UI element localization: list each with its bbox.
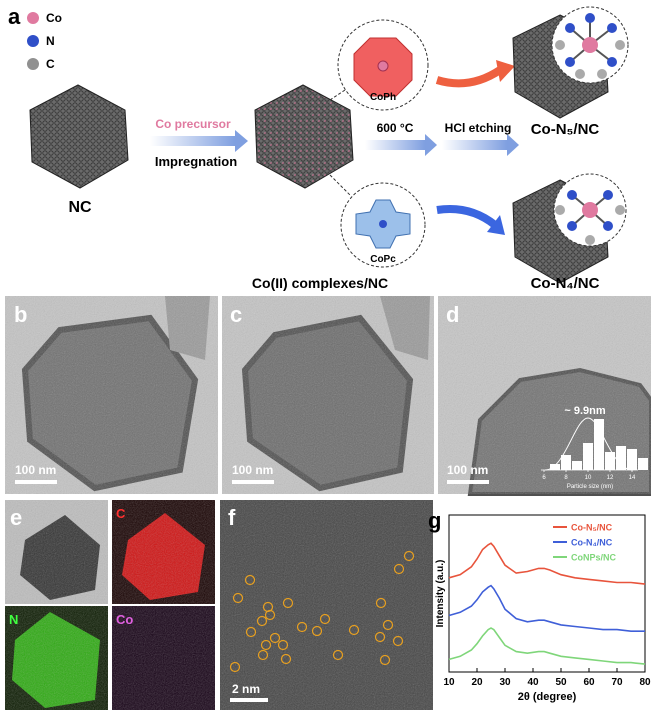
x-tick-label: 10 bbox=[443, 677, 455, 688]
x-tick-label: 50 bbox=[555, 677, 567, 688]
scale-bar bbox=[232, 480, 274, 484]
nc-particle bbox=[29, 84, 129, 189]
scale-bar-label: 2 nm bbox=[232, 682, 260, 696]
plot-frame bbox=[448, 514, 646, 673]
x-tick-label: 30 bbox=[499, 677, 511, 688]
panel-b: b 100 nm bbox=[5, 296, 218, 494]
histogram-bar bbox=[583, 443, 593, 470]
x-tick-label: 70 bbox=[611, 677, 623, 688]
panel-label: f bbox=[228, 505, 236, 530]
legend-dot bbox=[27, 12, 39, 24]
x-tick-label: 60 bbox=[583, 677, 595, 688]
legend-dot bbox=[27, 58, 39, 70]
scale-bar bbox=[15, 480, 57, 484]
scale-bar-label: 100 nm bbox=[447, 463, 488, 477]
x-tick-label: 12 bbox=[607, 475, 614, 481]
arrow bbox=[365, 140, 425, 150]
caption: Co-N₅/NC bbox=[531, 121, 600, 138]
step-label: Impregnation bbox=[155, 154, 237, 169]
panel-a: a Co N C NC Co precursor Impregnation Co… bbox=[8, 4, 629, 292]
x-tick-label: 8 bbox=[564, 475, 568, 481]
map-label: Co bbox=[116, 612, 133, 627]
series-line bbox=[448, 542, 646, 585]
scale-bar-label: 100 nm bbox=[15, 463, 56, 477]
caption: NC bbox=[68, 199, 92, 216]
arrow bbox=[150, 136, 235, 146]
histogram-bar bbox=[616, 446, 626, 470]
panel-label: a bbox=[8, 4, 21, 29]
arrow bbox=[442, 140, 507, 150]
molecule-label: CoPh bbox=[370, 92, 396, 103]
series-line bbox=[448, 627, 646, 665]
annotation: ~ 9.9nm bbox=[564, 405, 605, 417]
x-axis-label: 2θ (degree) bbox=[518, 691, 577, 703]
histogram-bar bbox=[627, 449, 637, 470]
histogram-bar bbox=[561, 455, 571, 470]
x-axis-label: Particle size (nm) bbox=[567, 484, 613, 490]
series-line bbox=[448, 584, 645, 632]
atom-markers bbox=[229, 550, 415, 673]
panel-label: d bbox=[446, 302, 459, 327]
x-tick-label: 40 bbox=[527, 677, 539, 688]
x-tick-label: 10 bbox=[585, 475, 592, 481]
legend-label: Co bbox=[46, 11, 62, 25]
panel-g: g 10 20 30 40 50 60 70 80 2θ (degree) Intensity (… bbox=[428, 508, 651, 703]
x-tick-label: 80 bbox=[639, 677, 651, 688]
x-tick-label: 20 bbox=[471, 677, 483, 688]
panel-d: d 100 nm ~ 9.9nm Particle size (nm) 6 8 10… bbox=[438, 296, 651, 496]
legend-label: C bbox=[46, 57, 55, 71]
arrow bbox=[436, 205, 498, 229]
histogram-bar bbox=[550, 464, 560, 470]
x-tick-label: 14 bbox=[629, 475, 636, 481]
intermediate-particle bbox=[254, 84, 354, 189]
arrow-head bbox=[235, 130, 248, 152]
legend-dot bbox=[27, 35, 39, 47]
step-label: 600 °C bbox=[377, 121, 414, 135]
scale-bar-label: 100 nm bbox=[232, 463, 273, 477]
molecule-label: CoPc bbox=[370, 254, 396, 265]
panel-label: b bbox=[14, 302, 27, 327]
arrow bbox=[435, 66, 503, 88]
scale-bar bbox=[230, 698, 268, 702]
panel-e: e C N Co bbox=[5, 500, 215, 710]
panel-f: f 2 nm bbox=[220, 500, 433, 710]
histogram-bar bbox=[594, 419, 604, 470]
histogram-bar bbox=[572, 461, 582, 470]
caption: Co-N₄/NC bbox=[531, 275, 600, 292]
panel-label: g bbox=[428, 508, 441, 533]
legend-label: Co-N₅/NC bbox=[571, 523, 613, 533]
panel-c: c 100 nm bbox=[222, 296, 434, 494]
histogram-bar bbox=[638, 458, 648, 470]
step-label: Co precursor bbox=[155, 117, 231, 131]
legend-label: N bbox=[46, 34, 55, 48]
panel-label: c bbox=[230, 302, 242, 327]
x-tick-label: 6 bbox=[542, 475, 546, 481]
histogram-bar bbox=[605, 452, 615, 470]
map-label: C bbox=[116, 506, 126, 521]
scale-bar bbox=[447, 480, 489, 484]
caption: Co(II) complexes/NC bbox=[252, 275, 388, 291]
y-axis-label: Intensity (a.u.) bbox=[435, 560, 446, 628]
map-label: N bbox=[9, 612, 18, 627]
histogram: 6 8 10 12 14 bbox=[541, 419, 648, 481]
legend-label: Co-N₄/NC bbox=[571, 538, 613, 548]
step-label: HCl etching bbox=[445, 121, 512, 135]
legend-label: CoNPs/NC bbox=[571, 553, 617, 563]
panel-label: e bbox=[10, 505, 22, 530]
